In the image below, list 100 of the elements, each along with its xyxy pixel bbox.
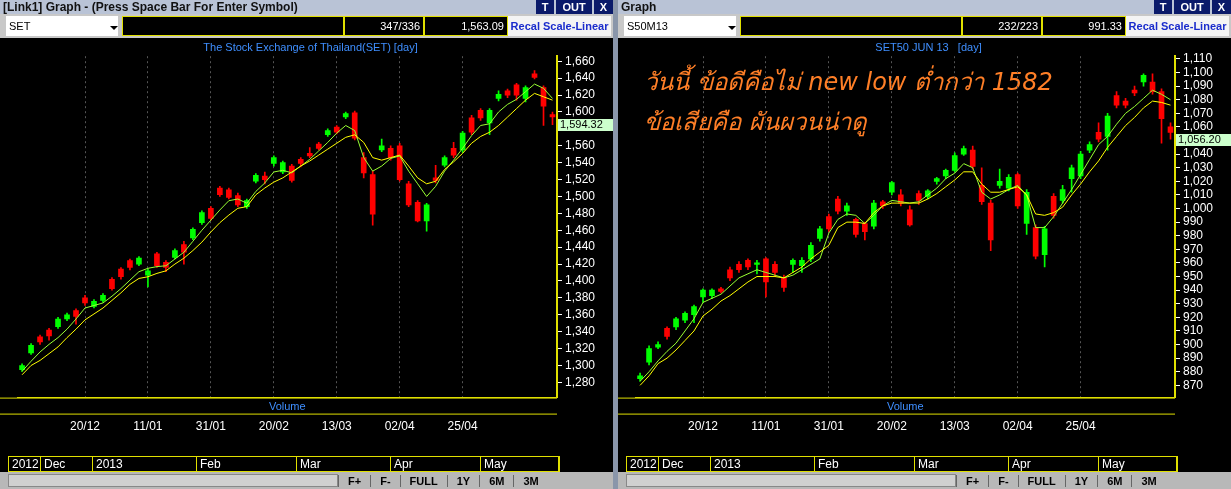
- text: Recal Scale-Linear: [508, 16, 611, 36]
- y-tick-label: 1,500: [565, 188, 596, 203]
- y-tick-label: 1,020: [1183, 173, 1214, 188]
- annotation: วันนี้ ข้อดีคือไม่ new low ต่ำกว่า 1582: [644, 63, 1053, 98]
- y-tick-label: 880: [1183, 364, 1204, 379]
- y-tick-label: 890: [1183, 350, 1204, 365]
- text: Volume: [886, 399, 924, 412]
- y-tick-label: 1,060: [1183, 119, 1214, 134]
- x-tick-label: 20/02: [258, 419, 290, 434]
- y-tick-label: 990: [1183, 214, 1204, 229]
- y-tick-label: 1,110: [1183, 51, 1213, 66]
- y-tick-label: 1,030: [1183, 160, 1214, 175]
- y-tick-label: 1,080: [1183, 92, 1214, 107]
- text: Apr: [391, 457, 481, 471]
- y-tick-label: 1,540: [565, 154, 596, 169]
- y-tick-label: 940: [1183, 282, 1204, 297]
- y-tick-label: 1,300: [565, 357, 596, 372]
- text: 232/223: [962, 16, 1042, 36]
- text: T: [535, 0, 555, 14]
- text: Mar: [297, 457, 391, 471]
- text: Mar: [915, 457, 1009, 471]
- text: FULL: [399, 474, 447, 487]
- y-tick-label: 950: [1183, 268, 1204, 283]
- y-tick-label: 980: [1183, 228, 1204, 243]
- x-tick-label: 20/12: [69, 419, 101, 434]
- x-tick-label: 20/12: [687, 419, 719, 434]
- y-tick-label: 1,000: [1183, 200, 1214, 215]
- text: Feb: [197, 457, 297, 471]
- text: 3M: [513, 474, 548, 487]
- text: Graph: [621, 0, 657, 14]
- text: 1Y: [1064, 474, 1098, 487]
- y-tick-label: 1,400: [565, 273, 596, 288]
- text: 1,563.09: [424, 16, 508, 36]
- text: 6M: [479, 474, 514, 487]
- y-tick-label: 1,070: [1183, 105, 1214, 120]
- x-tick-label: 31/01: [195, 419, 227, 434]
- y-tick-label: 900: [1183, 336, 1204, 351]
- y-tick-label: 970: [1183, 241, 1204, 256]
- x-tick-label: 02/04: [1002, 419, 1034, 434]
- text: 2012: [9, 457, 41, 471]
- text: Apr: [1009, 457, 1099, 471]
- x-tick-label: 20/02: [876, 419, 908, 434]
- y-tick-label: 1,090: [1183, 78, 1214, 93]
- text: Volume: [268, 399, 306, 412]
- text: X: [1211, 0, 1231, 14]
- x-tick-label: 13/03: [939, 419, 971, 434]
- y-tick-label: 1,440: [565, 239, 596, 254]
- text: 347/336: [344, 16, 424, 36]
- text: May: [481, 457, 559, 471]
- y-tick-label: 1,460: [565, 222, 596, 237]
- y-tick-label: 1,420: [565, 256, 596, 271]
- y-tick-label: 960: [1183, 255, 1204, 270]
- text: 1Y: [446, 474, 480, 487]
- annotation: ข้อเสียคือ ผันผวนน่าดู: [644, 107, 867, 139]
- y-tick-label: 1,560: [565, 138, 596, 153]
- x-tick-label: 11/01: [751, 419, 781, 434]
- y-tick-label: 1,360: [565, 307, 596, 322]
- text: [Link1] Graph - (Press Space Bar For Enter Symbol): [3, 0, 298, 14]
- y-tick-label: 1,520: [565, 171, 596, 186]
- text: 2013: [711, 457, 815, 471]
- text: 2013: [93, 457, 197, 471]
- x-tick-label: 25/04: [447, 419, 478, 434]
- chart-title: The Stock Exchange of Thailand(SET) [day]: [203, 40, 418, 53]
- y-tick-label: 930: [1183, 296, 1204, 311]
- text: S50M13: [624, 16, 736, 36]
- x-tick-label: 25/04: [1065, 419, 1096, 434]
- y-tick-label: 1,010: [1183, 187, 1214, 202]
- y-tick-label: 1,280: [565, 374, 596, 389]
- text: 6M: [1097, 474, 1132, 487]
- x-tick-label: 02/04: [384, 419, 416, 434]
- text: 3M: [1131, 474, 1166, 487]
- y-tick-label: 1,340: [565, 324, 596, 338]
- y-tick-label: 920: [1183, 309, 1204, 324]
- text: T: [1153, 0, 1173, 14]
- y-tick-label: 1,600: [565, 104, 596, 119]
- y-tick-label: 1,640: [565, 70, 596, 85]
- x-tick-label: 31/01: [813, 419, 845, 434]
- y-tick-label: 1,040: [1183, 146, 1214, 161]
- text: 2012: [627, 457, 659, 471]
- chart-title: SET50 JUN 13 [day]: [875, 40, 982, 53]
- text: 991.33: [1042, 16, 1126, 36]
- text: OUT: [1174, 0, 1210, 14]
- y-tick-label: 1,320: [565, 340, 596, 355]
- text: May: [1099, 457, 1177, 471]
- text: Recal Scale-Linear: [1126, 16, 1229, 36]
- y-tick-label: 1,380: [565, 290, 596, 305]
- y-tick-label: 870: [1183, 377, 1204, 392]
- y-tick-label: 1,660: [565, 53, 596, 68]
- text: FULL: [1017, 474, 1065, 487]
- x-tick-label: 13/03: [321, 419, 353, 434]
- y-tick-label: 910: [1183, 323, 1204, 338]
- text: Dec: [41, 457, 93, 471]
- text: F+: [956, 474, 989, 487]
- y-tick-label: 1,620: [565, 87, 596, 102]
- text: F+: [338, 474, 371, 487]
- y-tick-label: 1,100: [1183, 64, 1214, 79]
- x-tick-label: 11/01: [133, 419, 163, 434]
- text: F-: [988, 474, 1018, 487]
- text: X: [593, 0, 613, 14]
- text: 1,594.32: [560, 118, 603, 130]
